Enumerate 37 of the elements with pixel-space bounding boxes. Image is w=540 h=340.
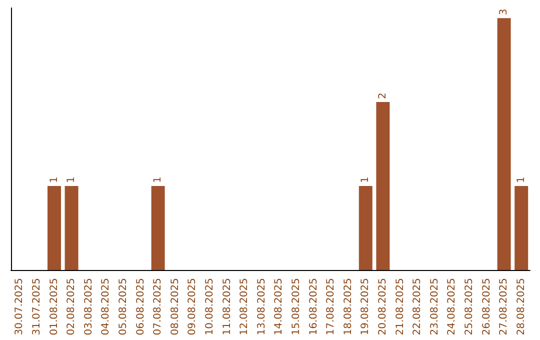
x-tick-label: 03.08.2025 bbox=[83, 278, 94, 336]
x-tick-label: 15.08.2025 bbox=[290, 278, 302, 336]
x-tick-label: 17.08.2025 bbox=[326, 278, 337, 336]
x-tick-label: 22.08.2025 bbox=[412, 278, 424, 336]
x-tick-label: 06.08.2025 bbox=[135, 278, 146, 336]
x-tick-label: 25.08.2025 bbox=[464, 278, 475, 336]
x-tick-label: 26.08.2025 bbox=[481, 278, 492, 336]
x-tick-label: 18.08.2025 bbox=[342, 278, 354, 336]
x-tick-label: 23.08.2025 bbox=[429, 278, 440, 336]
data-label: 2 bbox=[377, 92, 388, 100]
x-tick-label: 10.08.2025 bbox=[204, 278, 216, 336]
data-label: 1 bbox=[66, 176, 78, 184]
x-tick-label: 27.08.2025 bbox=[498, 278, 510, 336]
data-label: 1 bbox=[360, 176, 372, 184]
x-tick-label: 05.08.2025 bbox=[118, 278, 129, 336]
x-tick-label: 09.08.2025 bbox=[187, 278, 198, 336]
x-tick-label: 07.08.2025 bbox=[152, 278, 164, 336]
data-label: 3 bbox=[498, 8, 510, 16]
x-tick-label: 28.08.2025 bbox=[516, 278, 527, 336]
x-tick-label: 21.08.2025 bbox=[394, 278, 406, 336]
x-tick-label: 31.07.2025 bbox=[31, 278, 42, 336]
x-tick-label: 14.08.2025 bbox=[274, 278, 285, 336]
x-tick-label: 01.08.2025 bbox=[48, 278, 60, 336]
data-label: 1 bbox=[516, 176, 527, 184]
x-tick-label: 02.08.2025 bbox=[66, 278, 78, 336]
data-label: 1 bbox=[48, 176, 60, 184]
x-tick-label: 11.08.2025 bbox=[222, 278, 233, 336]
data-label: 1 bbox=[152, 176, 164, 184]
x-tick-label: 08.08.2025 bbox=[170, 278, 181, 336]
x-tick-label: 20.08.2025 bbox=[377, 278, 388, 336]
x-tick-label: 30.07.2025 bbox=[14, 278, 26, 336]
x-tick-label: 24.08.2025 bbox=[446, 278, 458, 336]
x-tick-label: 13.08.2025 bbox=[256, 278, 268, 336]
x-tick-label: 04.08.2025 bbox=[100, 278, 112, 336]
x-tick-label: 16.08.2025 bbox=[308, 278, 320, 336]
x-tick-label: 19.08.2025 bbox=[360, 278, 372, 336]
x-tick-label: 12.08.2025 bbox=[239, 278, 250, 336]
